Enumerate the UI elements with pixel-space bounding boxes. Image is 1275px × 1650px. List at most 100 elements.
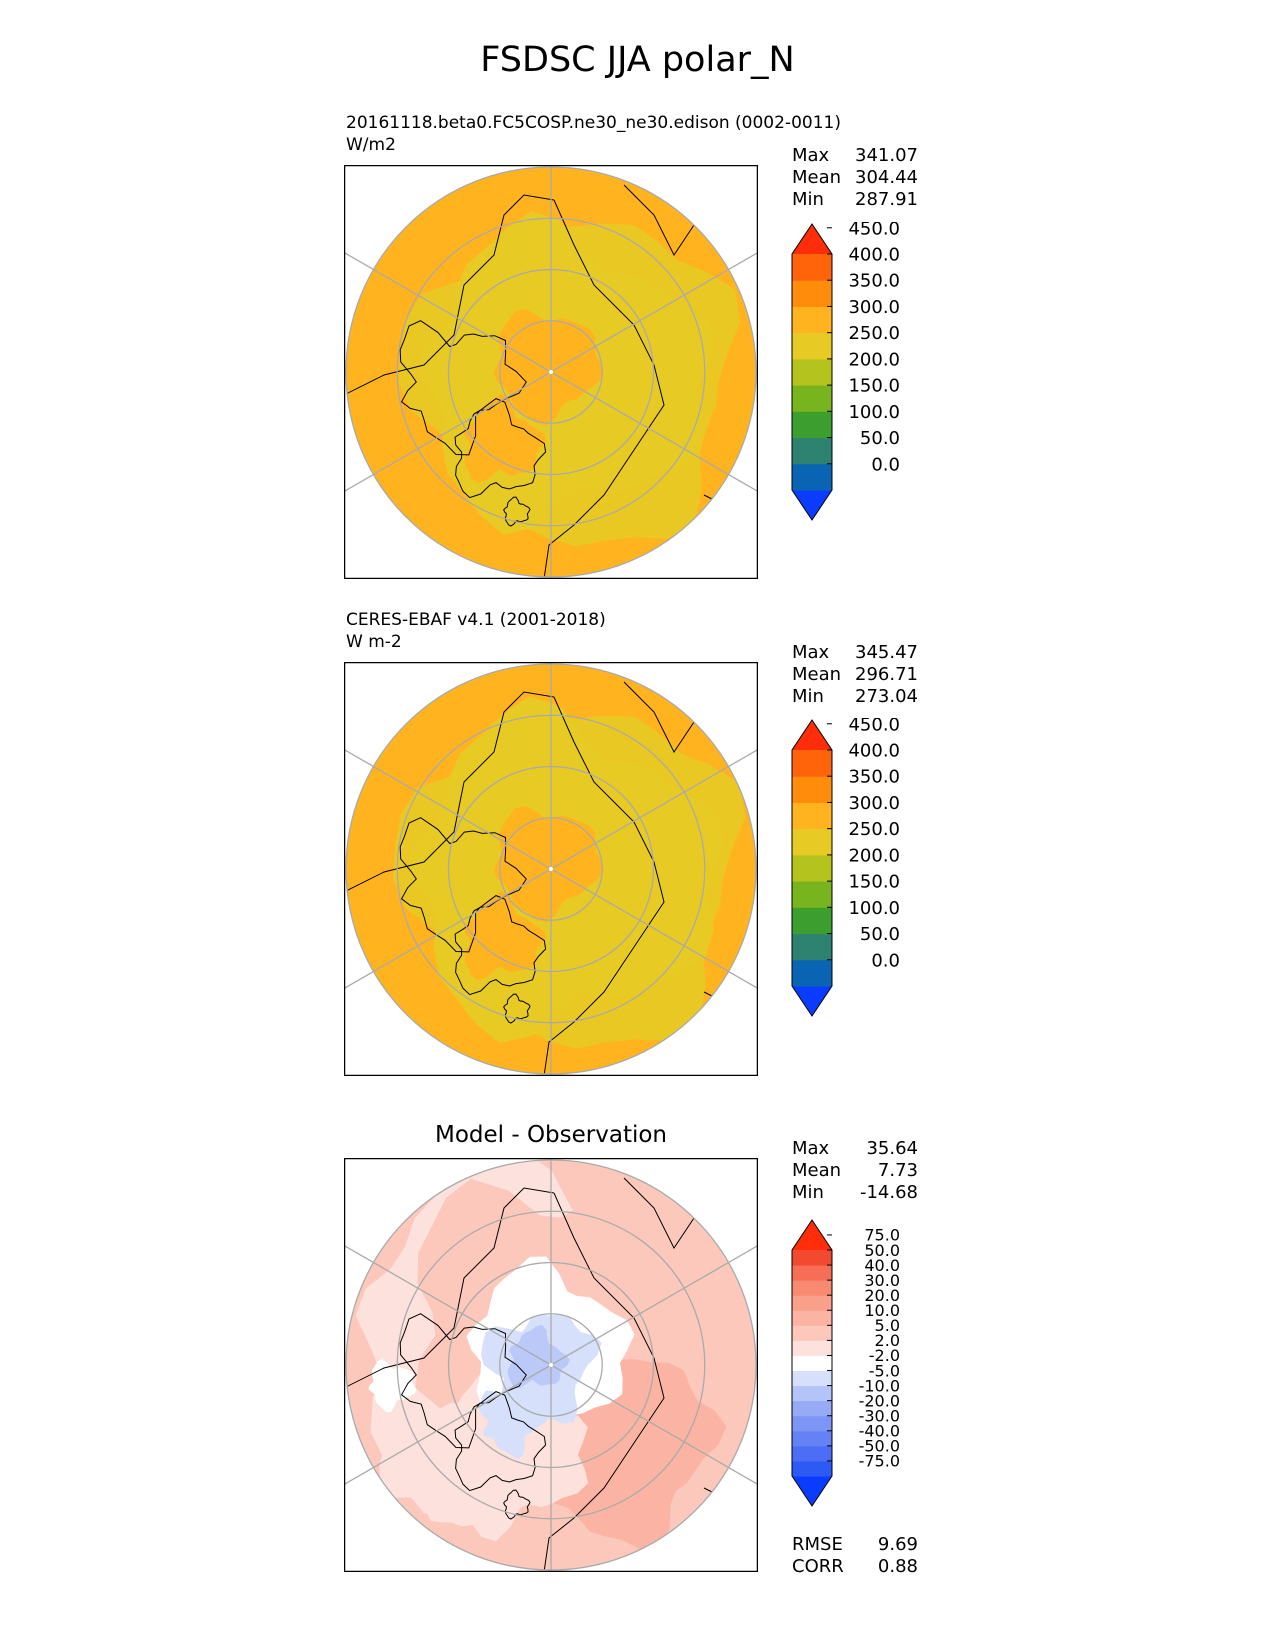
colorbar-tick-label: 100.0: [848, 898, 900, 919]
figure-title: FSDSC JJA polar_N: [480, 40, 795, 80]
colorbar-tick-label: -50.0: [859, 1437, 900, 1456]
colorbar-tick-label: 50.0: [864, 1241, 900, 1260]
colorbar-segment: [792, 1325, 832, 1341]
stat-max: Max 345.47: [792, 642, 918, 663]
meridian-line: [344, 868, 552, 990]
colorbar-segment: [792, 1370, 832, 1387]
colorbar-tick-label: -2.0: [869, 1346, 900, 1365]
panel-title: Model - Observation: [434, 1122, 668, 1148]
colorbar-arrow-top: [792, 224, 832, 254]
polar-map: [344, 662, 758, 1076]
colorbar-tick-label: 350.0: [848, 767, 900, 788]
stat-min: Min 273.04: [792, 686, 918, 707]
units-label: W/m2: [346, 135, 396, 155]
colorbar-tick-label: 20.0: [864, 1286, 900, 1305]
colorbar-tick-label: -20.0: [859, 1391, 900, 1410]
coast-greenland: [454, 398, 547, 499]
colorbar-segment: [792, 854, 832, 882]
panel-label: CERES-EBAF v4.1 (2001-2018): [346, 610, 606, 630]
map-frame: [344, 662, 758, 1076]
colorbar-arrow-top: [792, 720, 832, 750]
colorbar-segment: [792, 1295, 832, 1311]
colorbar-tick-label: 150.0: [848, 872, 900, 893]
colorbar-segment: [792, 881, 832, 908]
colorbar-tick-label: 10.0: [864, 1301, 900, 1320]
colorbar-tick-label: 50.0: [860, 428, 900, 449]
colorbar-outline: [791, 223, 833, 521]
stat-max: Max 35.64: [792, 1138, 918, 1159]
meridian-line: [550, 868, 758, 990]
stat-mean: Mean 304.44: [792, 167, 918, 188]
stat-mean: Mean 7.73: [792, 1160, 918, 1181]
colorbar-tick-label: -40.0: [859, 1422, 900, 1441]
extra-stats-box: RMSE 9.69 CORR 0.88: [792, 1534, 918, 1578]
colorbar-segment: [792, 1445, 832, 1462]
field-greenland: [464, 393, 546, 484]
colorbar-segment: [792, 907, 832, 935]
colorbar-tick-label: 450.0: [848, 222, 900, 239]
pole-dot: [549, 370, 553, 374]
meridian-line: [344, 748, 552, 870]
colorbar-segment: [792, 358, 832, 386]
colorbar-segment: [792, 1460, 832, 1477]
colorbar-tick-label: 30.0: [864, 1271, 900, 1290]
colorbar-segment: [792, 1250, 832, 1266]
colorbar-tick-label: -10.0: [859, 1376, 900, 1395]
stat-mean: Mean 296.71: [792, 664, 918, 685]
colorbar-segment: [792, 411, 832, 439]
colorbar-segment: [792, 1340, 832, 1356]
polar-map: [344, 165, 758, 579]
meridian-line: [550, 251, 758, 373]
colorbar-segment: [792, 437, 832, 465]
coast-greenland: [454, 1391, 547, 1492]
polar-map: [344, 1158, 758, 1572]
colorbar-segment: [792, 254, 832, 281]
colorbar-tick-label: 50.0: [860, 924, 900, 945]
stats-box: Max 345.47 Mean 296.71 Min 273.04: [792, 642, 918, 708]
colorbar: 0.0 50.0 100.0 150.0 200.0 250.0 300.0 350.0 400…: [791, 718, 900, 1017]
stats-box: Max 35.64 Mean 7.73 Min -14.68: [792, 1138, 918, 1204]
colorbar-segment: [792, 306, 832, 334]
colorbar-tick-label: 5.0: [875, 1316, 900, 1335]
meridian-line: [344, 1244, 552, 1366]
colorbar-outline: [791, 719, 833, 1017]
stat-min: Min 287.91: [792, 189, 918, 210]
meridian-line: [344, 251, 552, 373]
colorbar-tick-label: 0.0: [871, 950, 900, 971]
map-frame: [344, 165, 758, 579]
colorbar-segment: [792, 385, 832, 412]
colorbar-segment: [792, 1265, 832, 1281]
colorbar-tick-label: 75.0: [864, 1226, 900, 1245]
coast-eurasia: [543, 199, 665, 577]
colorbar-tick-label: 0.0: [871, 454, 900, 475]
graticule: [344, 165, 758, 579]
colorbar-tick-label: 200.0: [848, 845, 900, 866]
colorbar-arrow-top: [792, 1220, 832, 1250]
coast-iceland: [503, 1489, 531, 1520]
colorbar-tick-label: 40.0: [864, 1256, 900, 1275]
stat-min: Min -14.68: [792, 1182, 918, 1203]
colorbar-segment: [792, 1385, 832, 1402]
colorbar-segment: [792, 1430, 832, 1447]
colorbar-outline: [791, 1219, 833, 1507]
colorbar-tick-label: 100.0: [848, 402, 900, 423]
field-near-zero: [368, 1359, 417, 1413]
pole-dot: [549, 1363, 553, 1367]
colorbar-tick-label: -5.0: [869, 1361, 900, 1380]
stat-corr: CORR 0.88: [792, 1556, 918, 1577]
colorbar-tick-label: 2.0: [875, 1331, 900, 1350]
coast-iceland: [503, 496, 531, 527]
field-negative: [507, 1324, 570, 1389]
colorbar-tick-label: 150.0: [848, 376, 900, 397]
graticule: [344, 1158, 758, 1572]
colorbar-segment: [792, 802, 832, 830]
coast-greenland: [454, 895, 547, 996]
colorbar-arrow-bottom: [792, 986, 832, 1016]
colorbar-segment: [792, 1355, 832, 1372]
field-band: [379, 1402, 516, 1527]
colorbar: 0.0 50.0 100.0 150.0 200.0 250.0 300.0 350.0 400…: [791, 222, 900, 521]
colorbar-segment: [792, 828, 832, 856]
colorbar-tick-label: 200.0: [848, 349, 900, 370]
meridian-line: [344, 1364, 552, 1486]
pole-dot: [549, 867, 553, 871]
